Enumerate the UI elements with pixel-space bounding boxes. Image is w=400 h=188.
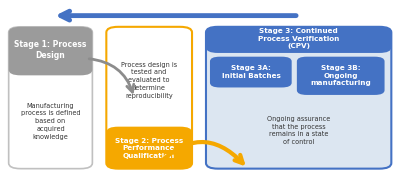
FancyArrowPatch shape — [89, 59, 134, 92]
FancyBboxPatch shape — [106, 127, 192, 169]
FancyBboxPatch shape — [297, 57, 384, 95]
Text: Stage 2: Process
Performance
Qualification: Stage 2: Process Performance Qualificati… — [115, 138, 183, 159]
FancyBboxPatch shape — [9, 27, 92, 169]
Text: Ongoing assurance
that the process
remains in a state
of control: Ongoing assurance that the process remai… — [267, 116, 330, 145]
Text: Process design is
tested and
evaluated to
determine
reproducibility: Process design is tested and evaluated t… — [121, 61, 177, 99]
Text: Stage 1: Process
Design: Stage 1: Process Design — [14, 40, 87, 60]
Text: Stage 3B:
Ongoing
manufacturing: Stage 3B: Ongoing manufacturing — [310, 65, 371, 86]
FancyBboxPatch shape — [206, 27, 391, 53]
Text: Stage 3: Continued
Process Verification
(CPV): Stage 3: Continued Process Verification … — [258, 28, 340, 49]
FancyBboxPatch shape — [106, 27, 192, 169]
Text: Stage 3A:
Initial Batches: Stage 3A: Initial Batches — [222, 65, 280, 79]
FancyBboxPatch shape — [9, 27, 92, 75]
FancyArrowPatch shape — [156, 142, 243, 167]
FancyArrowPatch shape — [61, 11, 296, 20]
FancyBboxPatch shape — [210, 57, 292, 87]
Text: Manufacturing
process is defined
based on
acquired
knowledge: Manufacturing process is defined based o… — [21, 103, 80, 139]
FancyBboxPatch shape — [206, 27, 391, 169]
